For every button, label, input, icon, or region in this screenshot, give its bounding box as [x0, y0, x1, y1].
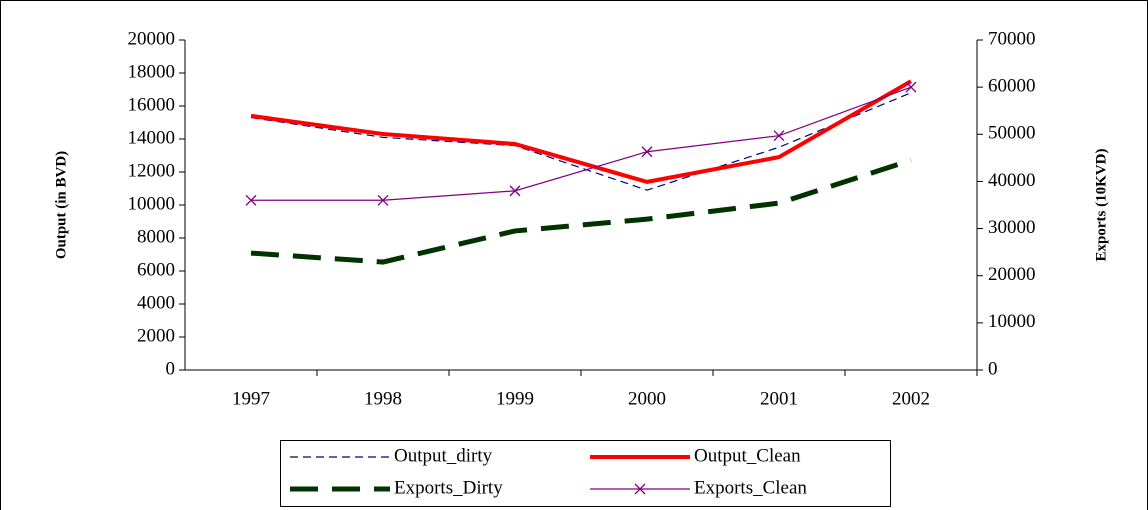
- y-tick-label: 14000: [128, 127, 176, 148]
- y-tick-label: 0: [166, 358, 176, 379]
- x-tick-label: 2001: [760, 388, 798, 409]
- y2-tick-label: 10000: [988, 311, 1036, 332]
- x-tick-label: 1999: [496, 388, 534, 409]
- marker: [245, 194, 257, 206]
- y-tick-label: 10000: [128, 193, 176, 214]
- y-tick-label: 18000: [128, 61, 176, 82]
- x-tick-label: 1998: [364, 388, 402, 409]
- y2-tick-label: 50000: [988, 123, 1036, 144]
- marker: [773, 130, 785, 142]
- y-axis-label: Output (in BVD): [53, 151, 69, 259]
- y-tick-label: 4000: [137, 292, 175, 313]
- y2-tick-label: 60000: [988, 76, 1036, 97]
- legend-label: Output_Clean: [694, 445, 801, 466]
- y2-tick-label: 0: [988, 358, 998, 379]
- y2-tick-label: 20000: [988, 264, 1036, 285]
- x-tick-label: 1997: [232, 388, 270, 409]
- series-line: [250, 92, 912, 191]
- marker: [634, 483, 646, 495]
- marker: [905, 81, 917, 93]
- y2-tick-label: 70000: [988, 28, 1036, 49]
- y-tick-label: 6000: [137, 259, 175, 280]
- y2-axis-label: Exports (10KVD): [1093, 149, 1109, 262]
- legend-label: Output_dirty: [394, 445, 493, 466]
- y-tick-label: 20000: [128, 28, 176, 49]
- marker: [509, 185, 521, 197]
- marker: [377, 194, 389, 206]
- x-tick-label: 2002: [892, 388, 930, 409]
- x-tick-label: 2000: [628, 388, 666, 409]
- legend-label: Exports_Clean: [694, 477, 807, 498]
- y-tick-label: 12000: [128, 160, 176, 181]
- y2-tick-label: 30000: [988, 217, 1036, 238]
- y-tick-label: 16000: [128, 94, 176, 115]
- y-tick-label: 8000: [137, 226, 175, 247]
- marker: [641, 146, 653, 158]
- series-line: [250, 157, 912, 265]
- legend-label: Exports_Dirty: [394, 477, 503, 498]
- y2-tick-label: 40000: [988, 170, 1036, 191]
- series-line: [250, 79, 912, 184]
- y-tick-label: 2000: [137, 325, 175, 346]
- series-line: [251, 86, 912, 201]
- legend-box: [280, 440, 891, 507]
